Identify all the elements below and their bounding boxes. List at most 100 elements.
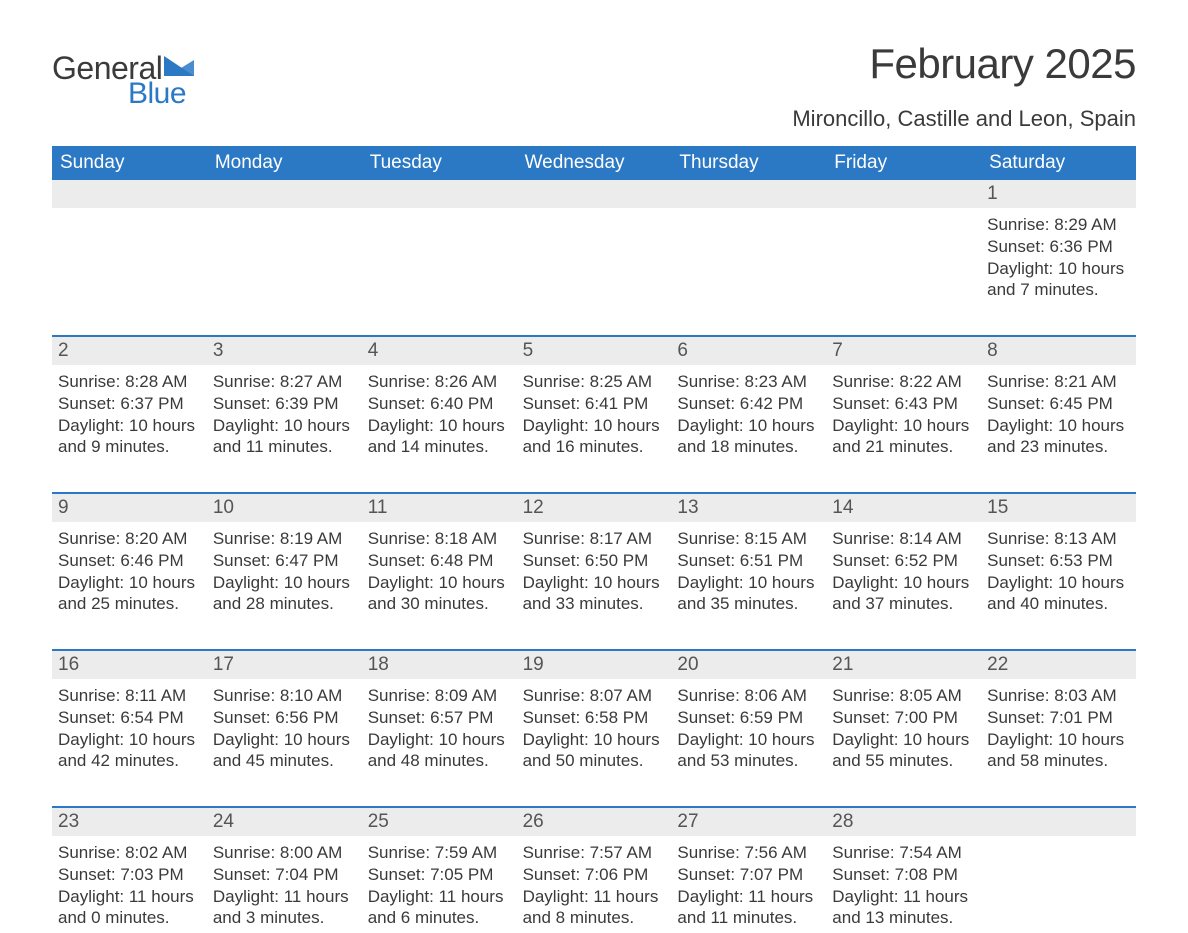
daylight-line: Daylight: 10 hours and 50 minutes. <box>523 729 664 773</box>
sunset-line: Sunset: 6:59 PM <box>677 707 818 729</box>
daybody-cell: Sunrise: 8:11 AMSunset: 6:54 PMDaylight:… <box>52 679 207 776</box>
sunset-line: Sunset: 7:04 PM <box>213 864 354 886</box>
daynum-cell: 13 <box>671 494 826 522</box>
daynum-cell: 24 <box>207 808 362 836</box>
daybody-cell: Sunrise: 8:17 AMSunset: 6:50 PMDaylight:… <box>517 522 672 619</box>
daynum-cell: 3 <box>207 337 362 365</box>
weeks-container: 1Sunrise: 8:29 AMSunset: 6:36 PMDaylight… <box>52 180 1136 933</box>
sunrise-line: Sunrise: 8:28 AM <box>58 371 199 393</box>
month-title: February 2025 <box>792 40 1136 88</box>
daynum-cell: 4 <box>362 337 517 365</box>
daynum-strip: 2345678 <box>52 335 1136 365</box>
title-block: February 2025 Mironcillo, Castille and L… <box>792 40 1136 132</box>
daybody-cell: Sunrise: 8:23 AMSunset: 6:42 PMDaylight:… <box>671 365 826 462</box>
daybody-cell: Sunrise: 7:59 AMSunset: 7:05 PMDaylight:… <box>362 836 517 933</box>
sunrise-line: Sunrise: 8:14 AM <box>832 528 973 550</box>
daybody-cell: Sunrise: 8:15 AMSunset: 6:51 PMDaylight:… <box>671 522 826 619</box>
daynum-cell: 1 <box>981 180 1136 208</box>
daynum-cell: 27 <box>671 808 826 836</box>
sunset-line: Sunset: 6:51 PM <box>677 550 818 572</box>
daynum-cell: 26 <box>517 808 672 836</box>
daylight-line: Daylight: 10 hours and 28 minutes. <box>213 572 354 616</box>
daynum-cell: 21 <box>826 651 981 679</box>
sunset-line: Sunset: 6:47 PM <box>213 550 354 572</box>
daylight-line: Daylight: 10 hours and 16 minutes. <box>523 415 664 459</box>
daybody-cell <box>826 208 981 305</box>
daynum-cell <box>52 180 207 208</box>
daylight-line: Daylight: 10 hours and 53 minutes. <box>677 729 818 773</box>
sunrise-line: Sunrise: 8:17 AM <box>523 528 664 550</box>
daynum-cell: 14 <box>826 494 981 522</box>
daybody-cell: Sunrise: 8:27 AMSunset: 6:39 PMDaylight:… <box>207 365 362 462</box>
daybody-cell: Sunrise: 8:25 AMSunset: 6:41 PMDaylight:… <box>517 365 672 462</box>
sunset-line: Sunset: 7:03 PM <box>58 864 199 886</box>
logo-text-blue: Blue <box>128 77 186 111</box>
sunrise-line: Sunrise: 8:26 AM <box>368 371 509 393</box>
daynum-cell: 28 <box>826 808 981 836</box>
sunrise-line: Sunrise: 7:57 AM <box>523 842 664 864</box>
daynum-cell: 6 <box>671 337 826 365</box>
daylight-line: Daylight: 10 hours and 33 minutes. <box>523 572 664 616</box>
week-block: 2345678 Sunrise: 8:28 AMSunset: 6:37 PM Da… <box>52 335 1136 462</box>
daybody-cell: Sunrise: 8:00 AMSunset: 7:04 PMDaylight:… <box>207 836 362 933</box>
daybody-cell: Sunrise: 8:10 AMSunset: 6:56 PMDaylight:… <box>207 679 362 776</box>
sunset-line: Sunset: 6:43 PM <box>832 393 973 415</box>
daylight-line: Daylight: 11 hours and 11 minutes. <box>677 886 818 930</box>
daynum-cell: 15 <box>981 494 1136 522</box>
sunset-line: Sunset: 6:41 PM <box>523 393 664 415</box>
daybody-row: Sunrise: 8:02 AMSunset: 7:03 PMDaylight:… <box>52 836 1136 933</box>
daynum-cell <box>826 180 981 208</box>
daybody-cell: Sunrise: 8:21 AMSunset: 6:45 PMDaylight:… <box>981 365 1136 462</box>
daynum-cell: 7 <box>826 337 981 365</box>
sunrise-line: Sunrise: 8:13 AM <box>987 528 1128 550</box>
daylight-line: Daylight: 11 hours and 0 minutes. <box>58 886 199 930</box>
daybody-cell: Sunrise: 8:06 AMSunset: 6:59 PMDaylight:… <box>671 679 826 776</box>
sunset-line: Sunset: 6:46 PM <box>58 550 199 572</box>
daybody-cell <box>207 208 362 305</box>
daynum-strip: 16171819202122 <box>52 649 1136 679</box>
sunrise-line: Sunrise: 7:54 AM <box>832 842 973 864</box>
sunset-line: Sunset: 7:00 PM <box>832 707 973 729</box>
sunrise-line: Sunrise: 8:09 AM <box>368 685 509 707</box>
daybody-row: Sunrise: 8:28 AMSunset: 6:37 PM Daylight:… <box>52 365 1136 462</box>
sunrise-line: Sunrise: 8:03 AM <box>987 685 1128 707</box>
daybody-cell: Sunrise: 8:20 AMSunset: 6:46 PMDaylight:… <box>52 522 207 619</box>
sunrise-line: Sunrise: 8:23 AM <box>677 371 818 393</box>
weekday-header-cell: Wednesday <box>517 146 672 180</box>
logo: General Blue <box>52 40 196 111</box>
daynum-strip: 9101112131415 <box>52 492 1136 522</box>
daynum-cell: 12 <box>517 494 672 522</box>
sunrise-line: Sunrise: 7:59 AM <box>368 842 509 864</box>
week-block: 1Sunrise: 8:29 AMSunset: 6:36 PMDaylight… <box>52 180 1136 305</box>
daybody-cell <box>517 208 672 305</box>
daybody-row: Sunrise: 8:29 AMSunset: 6:36 PMDaylight:… <box>52 208 1136 305</box>
daybody-cell: Sunrise: 8:03 AMSunset: 7:01 PMDaylight:… <box>981 679 1136 776</box>
daybody-cell <box>362 208 517 305</box>
daynum-cell: 11 <box>362 494 517 522</box>
daylight-line: Daylight: 10 hours and 18 minutes. <box>677 415 818 459</box>
sunset-line: Sunset: 6:37 PM <box>58 393 199 415</box>
sunset-line: Sunset: 6:58 PM <box>523 707 664 729</box>
daylight-line: Daylight: 10 hours and 30 minutes. <box>368 572 509 616</box>
daybody-cell: Sunrise: 8:18 AMSunset: 6:48 PMDaylight:… <box>362 522 517 619</box>
daylight-line: Daylight: 10 hours and 40 minutes. <box>987 572 1128 616</box>
daylight-line: Daylight: 10 hours and 58 minutes. <box>987 729 1128 773</box>
sunrise-line: Sunrise: 8:20 AM <box>58 528 199 550</box>
sunset-line: Sunset: 6:40 PM <box>368 393 509 415</box>
daybody-cell: Sunrise: 7:56 AMSunset: 7:07 PMDaylight:… <box>671 836 826 933</box>
header: General Blue February 2025 Mironcillo, C… <box>52 40 1136 132</box>
daybody-cell: Sunrise: 8:09 AMSunset: 6:57 PMDaylight:… <box>362 679 517 776</box>
daybody-cell: Sunrise: 7:57 AMSunset: 7:06 PMDaylight:… <box>517 836 672 933</box>
daynum-cell <box>517 180 672 208</box>
sunrise-line: Sunrise: 8:18 AM <box>368 528 509 550</box>
sunrise-line: Sunrise: 8:06 AM <box>677 685 818 707</box>
daylight-line: Daylight: 11 hours and 13 minutes. <box>832 886 973 930</box>
sunset-line: Sunset: 6:48 PM <box>368 550 509 572</box>
daynum-cell: 16 <box>52 651 207 679</box>
daybody-cell: Sunrise: 8:07 AMSunset: 6:58 PMDaylight:… <box>517 679 672 776</box>
daybody-cell: Sunrise: 8:02 AMSunset: 7:03 PMDaylight:… <box>52 836 207 933</box>
daylight-line: Daylight: 10 hours and 37 minutes. <box>832 572 973 616</box>
daylight-line: Daylight: 10 hours and 23 minutes. <box>987 415 1128 459</box>
daybody-cell: Sunrise: 8:26 AMSunset: 6:40 PMDaylight:… <box>362 365 517 462</box>
sunrise-line: Sunrise: 8:02 AM <box>58 842 199 864</box>
